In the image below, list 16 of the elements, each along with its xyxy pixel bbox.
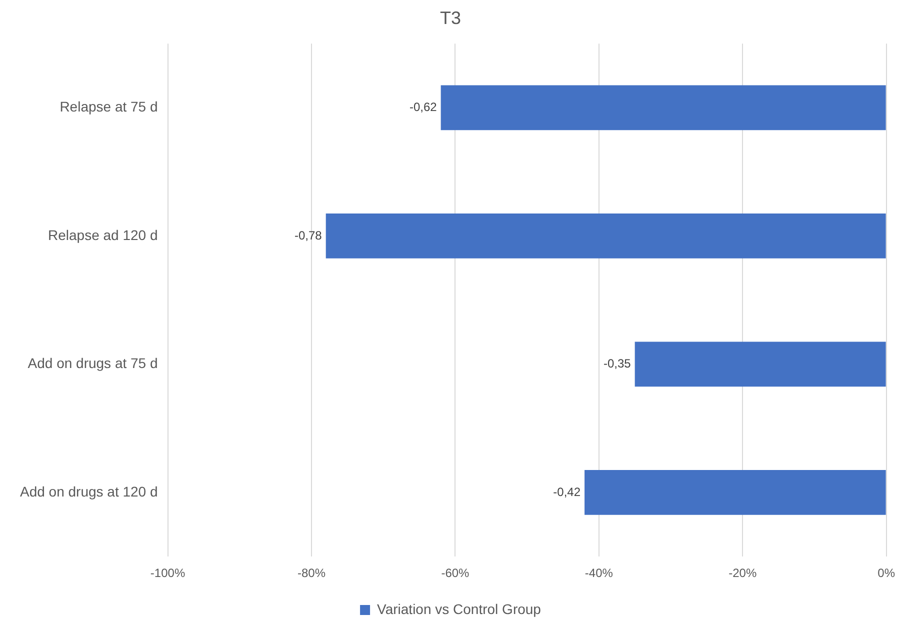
- x-tick-label: -20%: [728, 566, 757, 580]
- y-tick-label: Add on drugs at 120 d: [20, 483, 158, 500]
- legend-label: Variation vs Control Group: [377, 600, 542, 617]
- x-tick-label: 0%: [878, 566, 896, 580]
- chart-title: T3: [440, 8, 462, 28]
- data-label: -0,42: [553, 484, 581, 499]
- y-tick-label: Relapse at 75 d: [60, 98, 158, 115]
- data-label: -0,35: [603, 356, 632, 371]
- y-tick-label: Add on drugs at 75 d: [28, 355, 158, 372]
- x-tick-label: -80%: [297, 566, 326, 580]
- x-tick-label: -100%: [150, 566, 186, 580]
- data-label: -0,62: [409, 100, 438, 114]
- x-tick-label: -60%: [441, 566, 470, 580]
- data-label: -0,78: [294, 228, 322, 242]
- y-tick-label: Relapse ad 120 d: [48, 226, 158, 243]
- x-tick-label: -40%: [584, 566, 614, 580]
